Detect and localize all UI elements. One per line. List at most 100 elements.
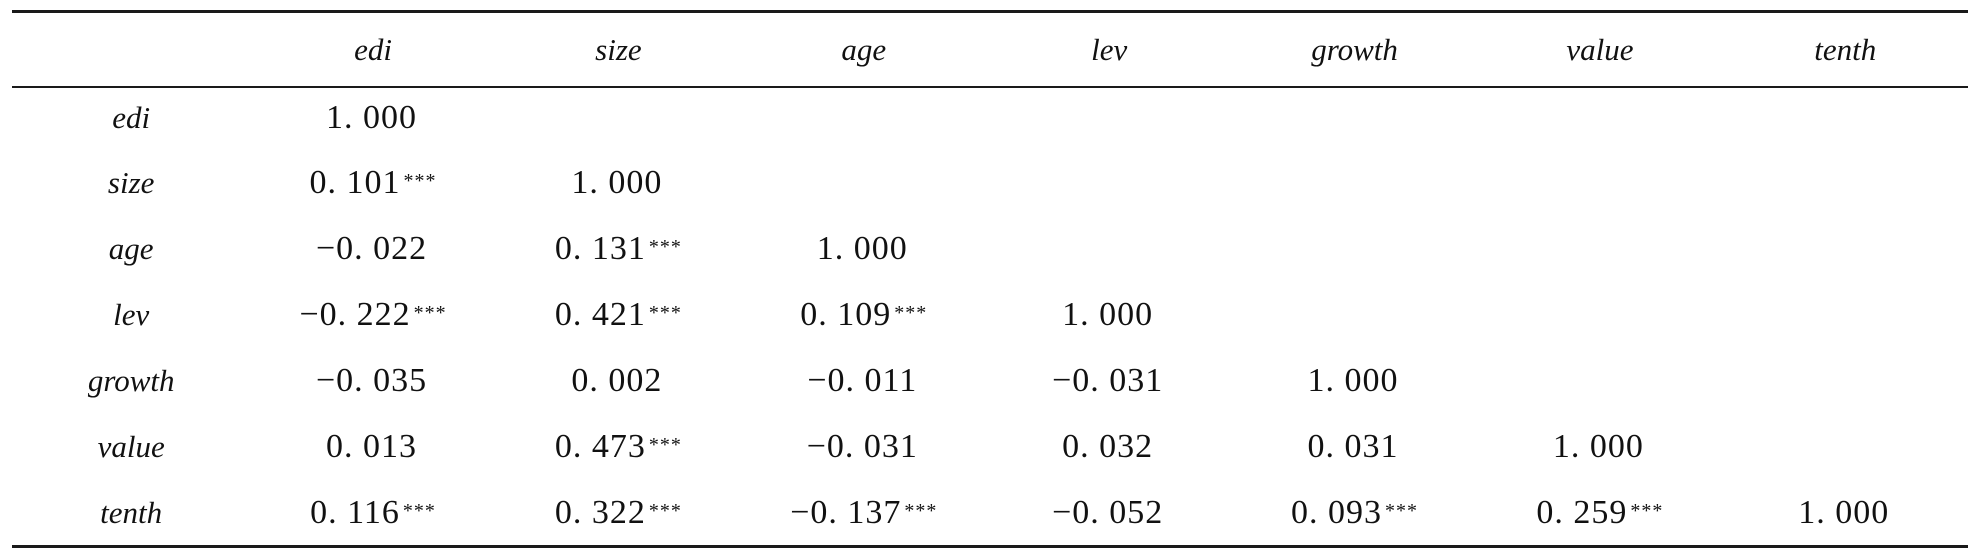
table-cell: −0. 031 xyxy=(986,348,1231,414)
table-cell xyxy=(1723,86,1968,150)
cell-value: −0. 022 xyxy=(315,230,428,267)
cell-value: 0. 013 xyxy=(326,428,418,465)
cell-value: 1. 000 xyxy=(1552,428,1644,465)
table-row: size 0. 101 *** 1. 000 xyxy=(12,150,1968,216)
significance-stars: *** xyxy=(648,499,682,522)
table-cell: 0. 116 *** xyxy=(250,480,495,546)
column-header-tenth: tenth xyxy=(1814,31,1877,67)
table-cell xyxy=(1723,348,1968,414)
significance-stars: *** xyxy=(894,301,928,324)
cell-value: 1. 000 xyxy=(1307,362,1399,399)
table-cell: 0. 259 *** xyxy=(1477,480,1722,546)
table-cell: 0. 032 xyxy=(986,414,1231,480)
table-cell: 0. 013 xyxy=(250,414,495,480)
table-row: age −0. 022 0. 131 *** 1. 000 xyxy=(12,216,1968,282)
cell-value: 0. 322 xyxy=(554,494,646,531)
cell-value: 0. 131 xyxy=(554,230,646,267)
header-rule xyxy=(12,86,1968,88)
top-rule xyxy=(12,10,1968,13)
table-cell: 0. 031 xyxy=(1232,414,1477,480)
table-cell: 0. 093 *** xyxy=(1232,480,1477,546)
table-cell: 0. 473 *** xyxy=(496,414,741,480)
table-cell xyxy=(1477,86,1722,150)
table-cell: 1. 000 xyxy=(1232,348,1477,414)
table-cell: 0. 002 xyxy=(496,348,741,414)
table-row: lev −0. 222 *** 0. 421 *** 0. 109 *** 1. 000 xyxy=(12,282,1968,348)
row-label: edi xyxy=(112,100,151,135)
row-label: value xyxy=(97,429,165,464)
table-cell xyxy=(496,86,741,150)
table-header: edi size age lev growth value tenth xyxy=(12,13,1968,86)
cell-value: 0. 032 xyxy=(1062,428,1154,465)
row-label: size xyxy=(107,165,155,200)
header-corner xyxy=(12,13,250,86)
table-cell xyxy=(1477,282,1722,348)
cell-value: 1. 000 xyxy=(571,164,663,201)
cell-value: 1. 000 xyxy=(816,230,908,267)
table-cell: 0. 109 *** xyxy=(741,282,986,348)
table-cell xyxy=(1723,282,1968,348)
cell-value: 0. 259 xyxy=(1536,494,1628,531)
table-cell: −0. 035 xyxy=(250,348,495,414)
table-cell xyxy=(1477,150,1722,216)
table-cell xyxy=(741,150,986,216)
table-row: tenth 0. 116 *** 0. 322 *** −0. 137 *** −0. 052… xyxy=(12,480,1968,546)
significance-stars: *** xyxy=(904,499,938,522)
cell-value: 0. 116 xyxy=(310,494,400,531)
table-cell: 1. 000 xyxy=(496,150,741,216)
significance-stars: *** xyxy=(413,301,447,324)
table-cell: 1. 000 xyxy=(1477,414,1722,480)
table-cell: 1. 000 xyxy=(986,282,1231,348)
table-cell: −0. 052 xyxy=(986,480,1231,546)
table-cell xyxy=(1723,414,1968,480)
table-cell: 1. 000 xyxy=(741,216,986,282)
cell-value: 0. 473 xyxy=(554,428,646,465)
cell-value: 1. 000 xyxy=(1798,494,1890,531)
cell-value: 0. 031 xyxy=(1307,428,1399,465)
row-label: growth xyxy=(87,363,175,398)
cell-value: 0. 421 xyxy=(554,296,646,333)
table-cell xyxy=(1232,216,1477,282)
column-header-size: size xyxy=(595,31,642,67)
significance-stars: *** xyxy=(1630,499,1664,522)
cell-value: −0. 031 xyxy=(1052,362,1164,399)
table-cell: 0. 101 *** xyxy=(250,150,495,216)
significance-stars: *** xyxy=(403,169,437,192)
table-body: edi 1. 000 size 0. 101 *** 1. 000 age −0. 022 0.… xyxy=(12,86,1968,546)
row-label: lev xyxy=(113,297,150,332)
cell-value: 0. 002 xyxy=(571,362,663,399)
cell-value: 1. 000 xyxy=(326,99,418,136)
table-cell xyxy=(1477,348,1722,414)
cell-value: 1. 000 xyxy=(1062,296,1154,333)
row-label: age xyxy=(108,231,154,266)
column-header-lev: lev xyxy=(1091,31,1128,67)
table-cell: 1. 000 xyxy=(1723,480,1968,546)
table-cell: −0. 011 xyxy=(741,348,986,414)
table-cell xyxy=(1723,216,1968,282)
cell-value: 0. 109 xyxy=(800,296,892,333)
column-header-value: value xyxy=(1566,31,1634,67)
significance-stars: *** xyxy=(648,235,682,258)
cell-value: −0. 137 xyxy=(790,494,902,531)
table-cell xyxy=(986,216,1231,282)
table-cell: −0. 222 *** xyxy=(250,282,495,348)
cell-value: −0. 011 xyxy=(807,362,918,399)
table-cell: 0. 322 *** xyxy=(496,480,741,546)
table-row: value 0. 013 0. 473 *** −0. 031 0. 032 0. 031 1… xyxy=(12,414,1968,480)
table-cell: −0. 031 xyxy=(741,414,986,480)
row-label: tenth xyxy=(100,495,163,530)
column-header-growth: growth xyxy=(1311,31,1398,67)
cell-value: −0. 222 xyxy=(299,296,411,333)
cell-value: −0. 052 xyxy=(1052,494,1164,531)
table-row: growth −0. 035 0. 002 −0. 011 −0. 031 1. 000 xyxy=(12,348,1968,414)
table-cell xyxy=(1232,282,1477,348)
table-row: edi 1. 000 xyxy=(12,86,1968,150)
table-cell xyxy=(1232,86,1477,150)
table-cell xyxy=(741,86,986,150)
header-row: edi size age lev growth value tenth xyxy=(12,13,1968,86)
significance-stars: *** xyxy=(648,433,682,456)
cell-value: −0. 035 xyxy=(315,362,428,399)
cell-value: 0. 101 xyxy=(309,164,401,201)
table-cell xyxy=(1723,150,1968,216)
